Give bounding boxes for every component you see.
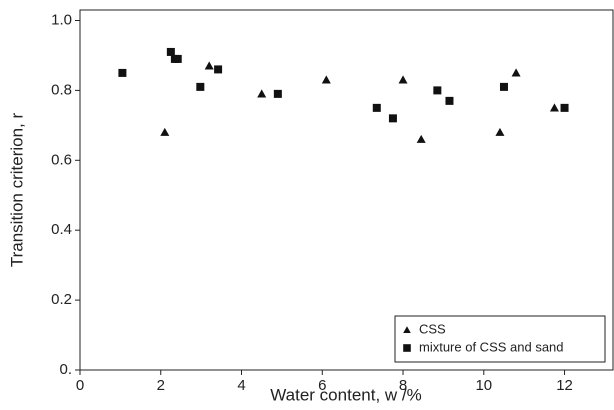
triangle-point bbox=[204, 61, 214, 70]
legend-label: mixture of CSS and sand bbox=[419, 339, 564, 354]
x-tick-label: 10 bbox=[475, 377, 492, 394]
y-tick-label: 0.8 bbox=[51, 81, 72, 98]
square-point bbox=[388, 114, 397, 123]
square-point bbox=[196, 82, 205, 91]
square-point bbox=[499, 82, 508, 91]
x-axis-title: Water content, w /% bbox=[270, 385, 421, 404]
square-point bbox=[166, 47, 175, 56]
square-point bbox=[445, 96, 454, 105]
triangle-point bbox=[257, 89, 267, 98]
square-point bbox=[433, 86, 442, 95]
triangle-point bbox=[160, 127, 170, 136]
square-point bbox=[372, 103, 381, 112]
square-point bbox=[273, 89, 282, 98]
triangle-point bbox=[403, 326, 411, 334]
triangle-point bbox=[321, 75, 331, 84]
x-tick-label: 2 bbox=[157, 377, 165, 394]
y-axis-title: Transition criterion, r bbox=[7, 113, 26, 268]
square-point bbox=[560, 103, 569, 112]
triangle-point bbox=[511, 68, 521, 77]
x-tick-label: 8 bbox=[399, 377, 407, 394]
square-point bbox=[118, 68, 127, 77]
square-point bbox=[214, 65, 223, 74]
y-tick-label: 0.6 bbox=[51, 151, 72, 168]
x-tick-label: 6 bbox=[318, 377, 326, 394]
square-point bbox=[173, 54, 182, 63]
triangle-point bbox=[495, 127, 505, 136]
x-tick-label: 0 bbox=[76, 377, 84, 394]
square-point bbox=[403, 344, 411, 352]
triangle-point bbox=[416, 134, 426, 143]
plot-frame bbox=[79, 9, 614, 371]
triangle-point bbox=[398, 75, 408, 84]
y-tick-label: 0. bbox=[59, 361, 72, 378]
y-tick-label: 0.4 bbox=[51, 221, 72, 238]
legend-box bbox=[394, 315, 606, 363]
y-tick-label: 0.2 bbox=[51, 291, 72, 308]
legend-label: CSS bbox=[419, 321, 446, 336]
x-tick-label: 12 bbox=[556, 377, 573, 394]
triangle-point bbox=[549, 103, 559, 112]
y-tick-label: 1.0 bbox=[51, 11, 72, 28]
x-tick-label: 4 bbox=[237, 377, 245, 394]
